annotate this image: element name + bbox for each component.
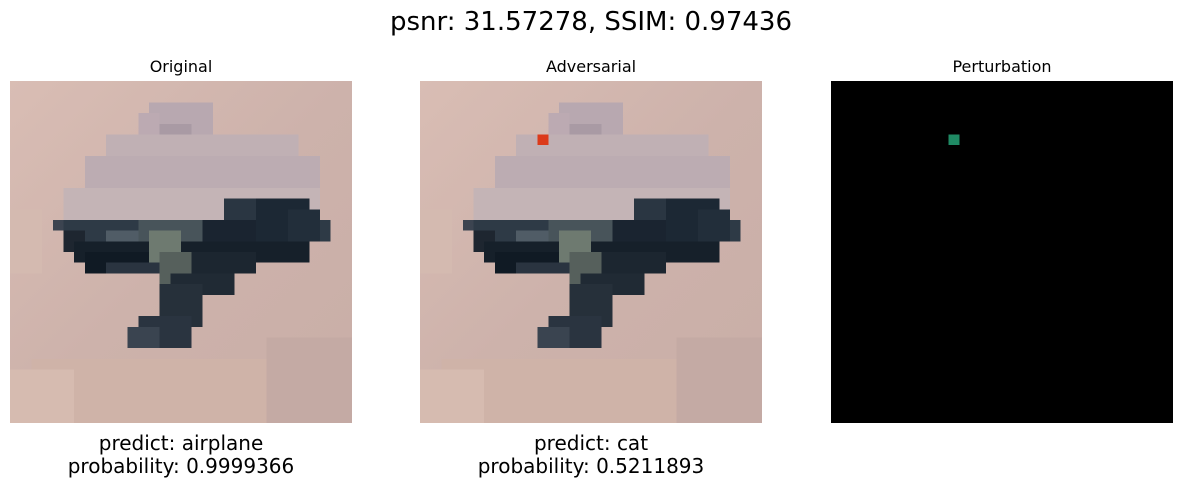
adversarial-image bbox=[420, 81, 762, 423]
perturbation-image-pixels bbox=[831, 81, 1173, 423]
original-image-pixels bbox=[10, 81, 352, 423]
adversarial-probability-label: probability: 0.5211893 bbox=[477, 454, 705, 478]
original-image bbox=[10, 81, 352, 423]
adversarial-caption: predict: cat probability: 0.5211893 bbox=[420, 432, 762, 478]
perturbation-panel-title: Perturbation bbox=[952, 57, 1052, 76]
perturbation-background bbox=[831, 81, 1173, 423]
original-panel-title: Original bbox=[149, 57, 213, 76]
adversarial-perturbed-pixel bbox=[537, 134, 549, 146]
original-probability-label: probability: 0.9999366 bbox=[67, 454, 295, 478]
adversarial-panel-title: Adversarial bbox=[545, 57, 637, 76]
adversarial-predict-label: predict: cat bbox=[533, 431, 649, 455]
sky-background bbox=[10, 81, 352, 423]
perturbation-pixel bbox=[948, 134, 960, 146]
aircraft bbox=[52, 198, 331, 349]
figure-title: psnr: 31.57278, SSIM: 0.97436 bbox=[389, 7, 793, 37]
original-predict-label: predict: airplane bbox=[98, 431, 264, 455]
aircraft bbox=[462, 198, 741, 349]
adversarial-image-pixels bbox=[420, 81, 762, 423]
original-caption: predict: airplane probability: 0.9999366 bbox=[10, 432, 352, 478]
perturbation-image bbox=[831, 81, 1173, 423]
